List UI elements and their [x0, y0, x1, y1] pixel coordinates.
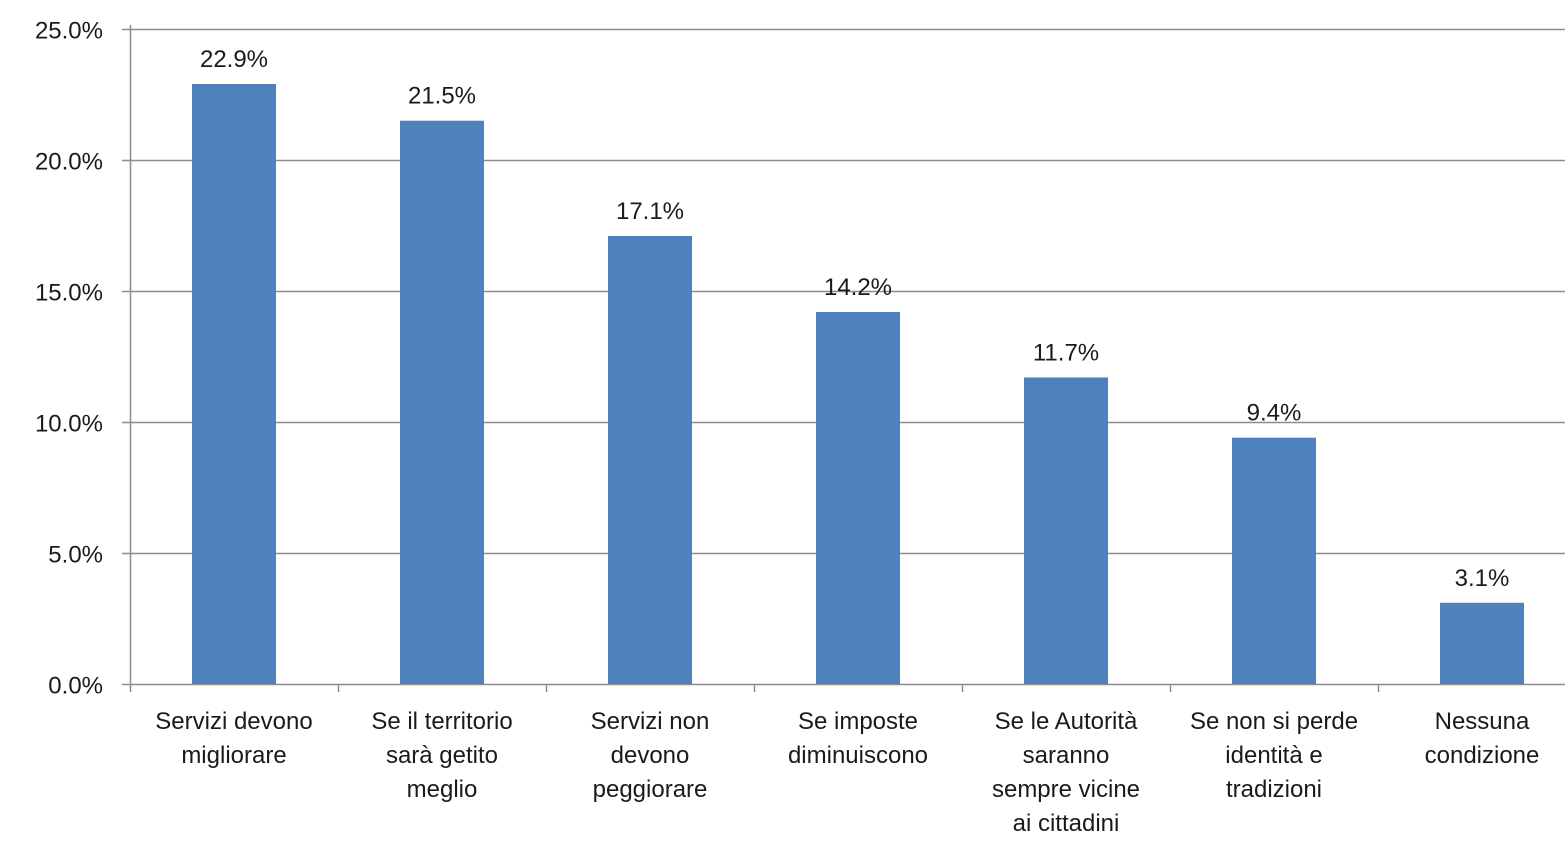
x-category-label: condizione [1425, 742, 1540, 769]
x-category-label: Se le Autorità [995, 708, 1138, 735]
x-category-label: sempre vicine [992, 776, 1140, 803]
y-tick-label: 0.0% [48, 673, 103, 700]
x-category-label: devono [611, 742, 690, 769]
data-label: 22.9% [200, 46, 268, 73]
labels: 0.0% 5.0% 10.0% 15.0% 20.0% 25.0% 22.9% Servizi… [35, 18, 1539, 838]
x-category-label: Se imposte [798, 708, 918, 735]
axes [122, 25, 1565, 692]
data-label: 11.7% [1033, 339, 1099, 366]
x-category-label: tradizioni [1226, 776, 1322, 803]
x-category-label: ai cittadini [1013, 810, 1120, 837]
data-label: 9.4% [1247, 400, 1302, 427]
x-category-label: sarà getito [386, 742, 498, 769]
x-category-label: migliorare [181, 742, 286, 769]
x-category-label: Se il territorio [371, 708, 512, 735]
data-label: 14.2% [824, 274, 892, 301]
y-tick-label: 20.0% [35, 149, 103, 176]
y-tick-label: 15.0% [35, 280, 103, 307]
bar [192, 84, 276, 684]
data-label: 3.1% [1455, 565, 1510, 592]
x-category-label: meglio [407, 776, 478, 803]
y-tick-label: 5.0% [48, 542, 103, 569]
bar [400, 120, 484, 684]
gridlines [130, 28, 1565, 555]
x-category-label: Se non si perde [1190, 708, 1358, 735]
data-label: 21.5% [408, 83, 476, 110]
y-tick-label: 10.0% [35, 411, 103, 438]
bar [1232, 437, 1316, 684]
bars [192, 84, 1524, 685]
bar [1440, 602, 1524, 684]
x-category-label: Nessuna [1435, 708, 1530, 735]
y-tick-label: 25.0% [35, 18, 103, 45]
bar [1024, 377, 1108, 684]
bar [608, 235, 692, 685]
x-category-label: Servizi non [591, 708, 710, 735]
x-category-label: Servizi devono [155, 708, 312, 735]
x-category-label: peggiorare [593, 776, 708, 803]
x-category-label: saranno [1023, 742, 1110, 769]
bar [816, 311, 900, 684]
x-category-label: diminuiscono [788, 742, 928, 769]
x-category-label: identità e [1225, 742, 1322, 769]
data-label: 17.1% [616, 198, 684, 225]
